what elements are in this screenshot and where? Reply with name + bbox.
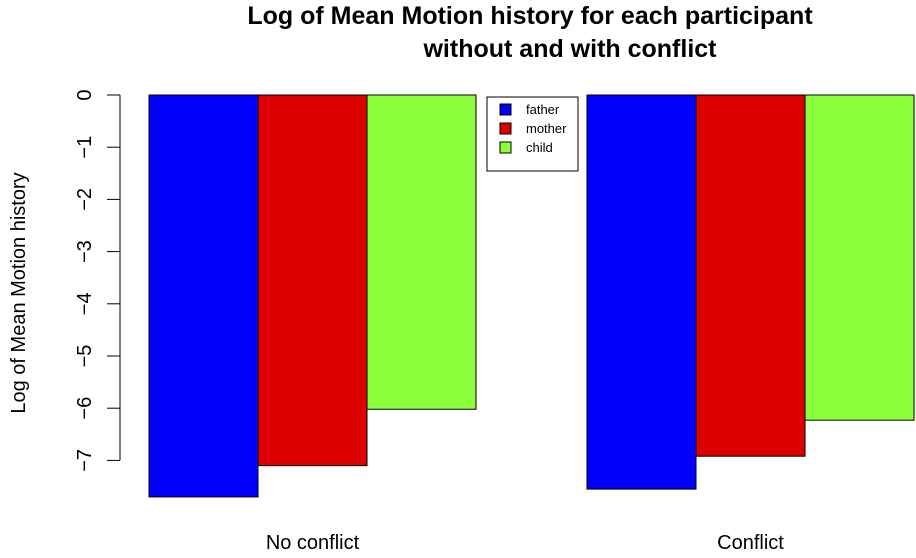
x-category-label: Conflict <box>717 532 784 554</box>
bar-father-1 <box>586 94 697 490</box>
y-tick-label: 0 <box>74 89 96 100</box>
bars <box>148 94 915 498</box>
bar-child-0 <box>366 94 477 410</box>
legend-label-father: father <box>526 102 560 117</box>
y-tick-label: −3 <box>74 240 96 263</box>
y-tick-label: −1 <box>74 136 96 159</box>
legend-swatch-father <box>499 103 512 116</box>
legend-label-child: child <box>526 140 553 155</box>
y-tick-label: −5 <box>74 345 96 368</box>
y-axis-label: Log of Mean Motion history <box>8 172 30 413</box>
y-tick-label: −2 <box>74 188 96 211</box>
x-axis-labels: No conflict Conflict <box>266 532 784 554</box>
chart-title-line-1: Log of Mean Motion history for each part… <box>247 2 813 30</box>
chart-title-line-2: without and with conflict <box>422 35 717 63</box>
bar-child-1 <box>804 94 915 421</box>
bar-father-0 <box>148 94 259 498</box>
x-category-label: No conflict <box>266 532 360 554</box>
y-tick-label: −6 <box>74 397 96 420</box>
legend: father mother child <box>486 96 579 172</box>
y-tick-label: −7 <box>74 449 96 472</box>
bar-mother-0 <box>257 94 368 467</box>
bar-mother-1 <box>695 94 806 457</box>
y-tick-label: −4 <box>74 292 96 315</box>
y-axis: 0 −1 −2 −3 −4 −5 −6 −7 <box>74 89 121 472</box>
legend-swatch-mother <box>499 122 512 135</box>
legend-label-mother: mother <box>526 121 567 136</box>
legend-swatch-child <box>499 141 512 154</box>
